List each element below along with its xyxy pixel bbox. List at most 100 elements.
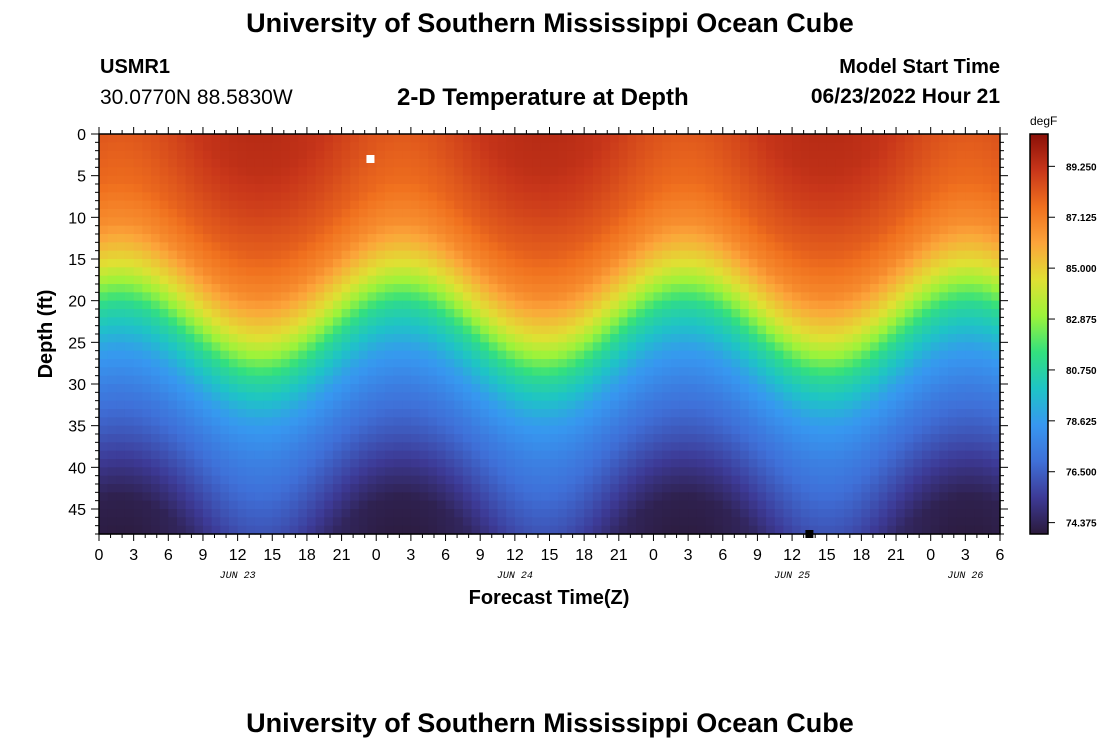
heatmap-cell <box>142 159 152 168</box>
heatmap-cell <box>168 417 178 427</box>
heatmap-cell <box>844 150 854 160</box>
heatmap-cell <box>549 492 559 502</box>
heatmap-cell <box>185 192 195 202</box>
heatmap-cell <box>800 492 810 502</box>
heatmap-cell <box>904 317 914 327</box>
heatmap-cell <box>202 334 213 343</box>
heatmap-cell <box>584 384 594 393</box>
heatmap-cell <box>636 259 646 268</box>
heatmap-cell <box>506 209 516 218</box>
heatmap-cell <box>376 167 386 177</box>
heatmap-cell <box>740 134 750 143</box>
heatmap-cell <box>228 300 239 310</box>
heatmap-cell <box>549 400 559 410</box>
page-title: University of Southern Mississippi Ocean… <box>246 8 854 38</box>
heatmap-cell <box>670 484 681 493</box>
heatmap-cell <box>246 459 256 468</box>
heatmap-cell <box>211 142 221 152</box>
heatmap-cell <box>878 517 888 527</box>
heatmap-cell <box>185 434 195 443</box>
heatmap-cell <box>870 175 880 185</box>
heatmap-cell <box>384 442 395 452</box>
heatmap-cell <box>644 459 655 468</box>
heatmap-cell <box>540 284 551 293</box>
heatmap-cell <box>471 267 481 277</box>
heatmap-cell <box>887 417 897 427</box>
heatmap-cell <box>350 309 360 318</box>
heatmap-cell <box>514 300 525 310</box>
heatmap-cell <box>514 484 525 493</box>
heatmap-cell <box>237 184 247 193</box>
heatmap-cell <box>540 459 551 468</box>
heatmap-cell <box>722 142 733 152</box>
heatmap-cell <box>714 517 724 527</box>
heatmap-cell <box>601 267 611 277</box>
heatmap-cell <box>194 250 204 260</box>
heatmap-cell <box>965 342 975 352</box>
heatmap-cell <box>194 184 204 193</box>
heatmap-cell <box>454 492 464 502</box>
heatmap-cell <box>610 359 620 368</box>
heatmap-cell <box>670 434 681 443</box>
heatmap-cell <box>532 284 542 293</box>
heatmap-cell <box>904 434 914 443</box>
heatmap-cell <box>835 525 845 535</box>
heatmap-cell <box>826 200 836 210</box>
heatmap-cell <box>809 342 819 352</box>
heatmap-cell <box>809 334 819 343</box>
heatmap-cell <box>740 217 750 227</box>
heatmap-cell <box>367 484 377 493</box>
heatmap-cell <box>584 175 594 185</box>
heatmap-cell <box>332 150 343 160</box>
heatmap-cell <box>558 134 568 143</box>
heatmap-cell <box>896 359 906 368</box>
heatmap-cell <box>601 142 611 152</box>
heatmap-cell <box>488 509 499 518</box>
heatmap-cell <box>410 317 421 327</box>
heatmap-cell <box>618 142 629 152</box>
heatmap-cell <box>714 267 724 277</box>
heatmap-cell <box>636 450 646 460</box>
heatmap-cell <box>627 167 637 177</box>
heatmap-cell <box>410 409 421 418</box>
heatmap-cell <box>176 217 187 227</box>
heatmap-cell <box>757 167 767 177</box>
heatmap-cell <box>991 350 1001 360</box>
heatmap-cell <box>142 342 152 352</box>
heatmap-cell <box>150 134 161 143</box>
heatmap-cell <box>254 200 265 210</box>
heatmap-cell <box>592 517 603 527</box>
heatmap-cell <box>740 367 750 377</box>
heatmap-cell <box>982 159 992 168</box>
heatmap-cell <box>506 184 516 193</box>
heatmap-cell <box>679 209 689 218</box>
heatmap-cell <box>627 225 637 235</box>
heatmap-cell <box>670 467 681 477</box>
heatmap-cell <box>766 325 776 335</box>
heatmap-cell <box>168 350 178 360</box>
heatmap-cell <box>965 242 975 252</box>
heatmap-cell <box>705 334 715 343</box>
heatmap-cell <box>549 150 559 160</box>
heatmap-cell <box>896 334 906 343</box>
heatmap-cell <box>150 350 161 360</box>
heatmap-cell <box>488 284 499 293</box>
heatmap-cell <box>974 267 984 277</box>
heatmap-cell <box>436 150 447 160</box>
heatmap-cell <box>592 334 603 343</box>
heatmap-cell <box>488 359 499 368</box>
heatmap-cell <box>393 150 403 160</box>
heatmap-cell <box>228 334 239 343</box>
heatmap-cell <box>774 475 785 485</box>
heatmap-cell <box>488 209 499 218</box>
heatmap-cell <box>480 234 490 243</box>
heatmap-cell <box>107 475 117 485</box>
heatmap-cell <box>878 442 888 452</box>
heatmap-cell <box>644 259 655 268</box>
heatmap-cell <box>514 400 525 410</box>
heatmap-cell <box>956 259 966 268</box>
heatmap-cell <box>852 142 862 152</box>
heatmap-cell <box>324 350 334 360</box>
heatmap-cell <box>419 134 429 143</box>
heatmap-cell <box>558 375 568 385</box>
